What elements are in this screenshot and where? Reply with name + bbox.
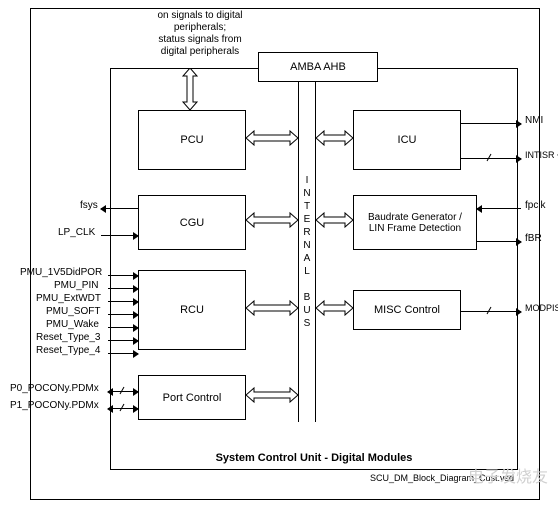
bus-letter: A [304, 252, 311, 265]
darrow-port-bus [246, 385, 298, 405]
signal-pmu-soft: PMU_SOFT [46, 306, 100, 317]
bus-letter: L [304, 265, 310, 278]
internal-bus: I N T E R N A L B U S [298, 82, 316, 422]
arrow-rcu-1 [108, 288, 138, 289]
misc-block: MISC Control [353, 290, 461, 330]
top-note-line: digital peripherals [140, 46, 260, 58]
signal-pmu-wake: PMU_Wake [46, 319, 99, 330]
signal-pmu-pin: PMU_PIN [54, 280, 98, 291]
darrow-brg-bus [316, 210, 353, 230]
signal-pmu-1v5: PMU_1V5DidPOR [20, 267, 102, 278]
bus-letter: T [304, 200, 310, 213]
top-note-line: peripherals; [140, 22, 260, 34]
signal-p0: P0_POCONy.PDMx [10, 383, 99, 394]
top-note: on signals to digital peripherals; statu… [140, 10, 260, 58]
arrow-rcu-6 [108, 353, 138, 354]
diagram-footer: SCU_DM_Block_Diagram_Cust.vsd [370, 473, 514, 483]
darrow-cgu-bus [246, 210, 298, 230]
tick-p1 [118, 404, 126, 412]
arrow-rcu-2 [108, 301, 138, 302]
arrow-rcu-5 [108, 340, 138, 341]
bus-letter: E [304, 213, 311, 226]
signal-lp-clk: LP_CLK [58, 227, 95, 238]
arrow-lp-clk [101, 235, 138, 236]
darrow-misc-bus [316, 298, 353, 318]
misc-label: MISC Control [374, 304, 440, 316]
rcu-block: RCU [138, 270, 246, 350]
signal-intisr: INTISR <9:0> [525, 150, 558, 160]
arrow-rcu-4 [108, 327, 138, 328]
rcu-label: RCU [180, 304, 204, 316]
amba-label: AMBA AHB [290, 61, 346, 73]
signal-reset4: Reset_Type_4 [36, 345, 101, 356]
bus-letter: S [304, 317, 311, 330]
icu-block: ICU [353, 110, 461, 170]
signal-fsys: fsys [80, 200, 98, 211]
bus-letter: U [303, 304, 310, 317]
cgu-label: CGU [180, 217, 204, 229]
darrow-pcu-bus [246, 128, 298, 148]
bus-letter: R [303, 226, 310, 239]
bus-letter [306, 278, 309, 291]
scu-block-diagram: on signals to digital peripherals; statu… [0, 0, 558, 505]
top-note-line: status signals from [140, 34, 260, 46]
top-note-line: on signals to digital [140, 10, 260, 22]
brg-block: Baudrate Generator / LIN Frame Detection [353, 195, 477, 250]
arrow-fbr [477, 241, 521, 242]
signal-nmi: NMI [525, 115, 543, 126]
signal-reset3: Reset_Type_3 [36, 332, 101, 343]
cgu-block: CGU [138, 195, 246, 250]
port-label: Port Control [163, 392, 222, 404]
bus-letter: N [303, 187, 310, 200]
signal-fbr: fBR [525, 233, 542, 244]
signal-modpisel: MODPISELx [525, 303, 558, 313]
arrow-nmi [461, 123, 521, 124]
arrow-fpclk [477, 208, 521, 209]
signal-pmu-extwdt: PMU_ExtWDT [36, 293, 101, 304]
pcu-block: PCU [138, 110, 246, 170]
pcu-label: PCU [180, 134, 203, 146]
darrow-icu-bus [316, 128, 353, 148]
tick-p0 [118, 387, 126, 395]
arrow-fsys [101, 208, 138, 209]
bus-letter: B [304, 291, 311, 304]
darrow-pcu-top [180, 68, 200, 115]
diagram-title: System Control Unit - Digital Modules [110, 452, 518, 464]
tick-modpisel [485, 307, 493, 315]
bus-letter: N [303, 239, 310, 252]
signal-fpclk: fpclk [525, 200, 546, 211]
tick-intisr [485, 154, 493, 162]
darrow-rcu-bus [246, 298, 298, 318]
port-control-block: Port Control [138, 375, 246, 420]
icu-label: ICU [398, 134, 417, 146]
brg-label: Baudrate Generator / LIN Frame Detection [368, 212, 462, 234]
arrow-rcu-3 [108, 314, 138, 315]
signal-p1: P1_POCONy.PDMx [10, 400, 99, 411]
amba-ahb-block: AMBA AHB [258, 52, 378, 82]
bus-letter: I [306, 174, 309, 187]
arrow-rcu-0 [108, 275, 138, 276]
